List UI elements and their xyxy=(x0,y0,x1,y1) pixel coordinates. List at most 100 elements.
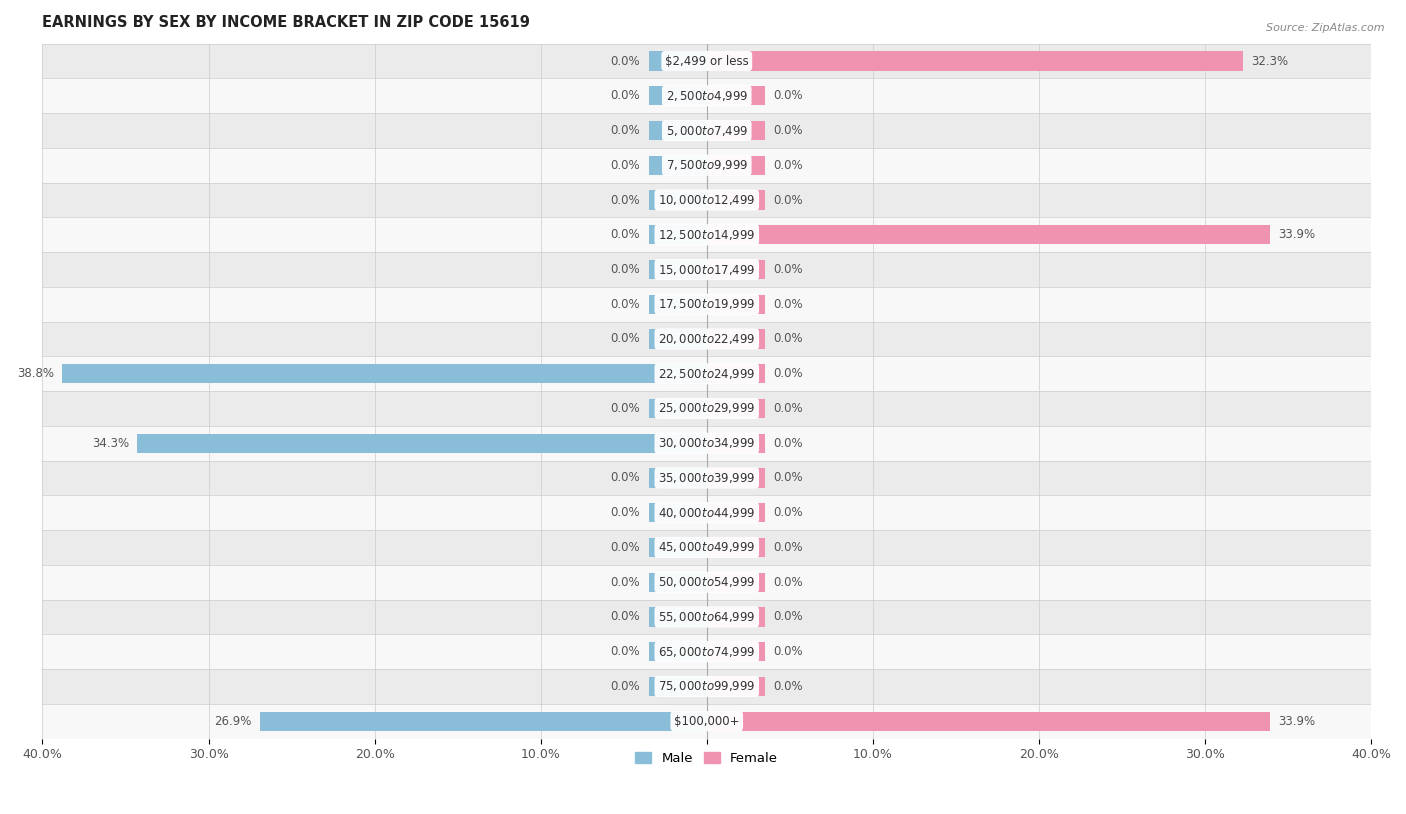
Bar xyxy=(42,704,1371,738)
Legend: Male, Female: Male, Female xyxy=(630,746,783,770)
Text: 0.0%: 0.0% xyxy=(773,263,803,276)
Text: $7,500 to $9,999: $7,500 to $9,999 xyxy=(665,158,748,173)
Text: 0.0%: 0.0% xyxy=(610,646,640,659)
Text: 0.0%: 0.0% xyxy=(773,90,803,103)
Text: 33.9%: 33.9% xyxy=(1278,228,1315,241)
Bar xyxy=(648,607,707,627)
Bar xyxy=(138,434,707,453)
Bar xyxy=(707,364,765,383)
Text: $35,000 to $39,999: $35,000 to $39,999 xyxy=(658,471,755,485)
Text: $22,500 to $24,999: $22,500 to $24,999 xyxy=(658,367,755,381)
Bar xyxy=(707,190,765,209)
Text: 0.0%: 0.0% xyxy=(610,55,640,68)
Bar xyxy=(707,607,765,627)
Bar xyxy=(707,121,765,140)
Bar xyxy=(42,78,1371,113)
Text: 0.0%: 0.0% xyxy=(773,159,803,172)
Text: $40,000 to $44,999: $40,000 to $44,999 xyxy=(658,505,755,519)
Bar xyxy=(648,86,707,105)
Text: 0.0%: 0.0% xyxy=(773,194,803,207)
Bar xyxy=(648,642,707,661)
Text: 0.0%: 0.0% xyxy=(610,680,640,693)
Text: 0.0%: 0.0% xyxy=(610,575,640,589)
Text: 0.0%: 0.0% xyxy=(773,367,803,380)
Text: 0.0%: 0.0% xyxy=(610,541,640,554)
Bar xyxy=(42,496,1371,530)
Text: 0.0%: 0.0% xyxy=(773,506,803,519)
Bar xyxy=(62,364,707,383)
Text: $15,000 to $17,499: $15,000 to $17,499 xyxy=(658,262,755,277)
Text: 0.0%: 0.0% xyxy=(610,471,640,484)
Bar xyxy=(42,530,1371,565)
Text: 0.0%: 0.0% xyxy=(610,90,640,103)
Bar xyxy=(707,677,765,696)
Bar xyxy=(42,182,1371,217)
Bar xyxy=(42,634,1371,669)
Bar xyxy=(42,426,1371,461)
Bar xyxy=(648,225,707,244)
Bar xyxy=(707,225,1270,244)
Bar xyxy=(648,399,707,418)
Text: 26.9%: 26.9% xyxy=(214,715,252,728)
Bar xyxy=(42,669,1371,704)
Text: $2,500 to $4,999: $2,500 to $4,999 xyxy=(665,89,748,103)
Text: $30,000 to $34,999: $30,000 to $34,999 xyxy=(658,436,755,450)
Text: 0.0%: 0.0% xyxy=(610,194,640,207)
Text: 0.0%: 0.0% xyxy=(773,402,803,415)
Text: 0.0%: 0.0% xyxy=(773,575,803,589)
Bar xyxy=(648,155,707,175)
Text: 33.9%: 33.9% xyxy=(1278,715,1315,728)
Bar xyxy=(648,503,707,523)
Bar xyxy=(42,600,1371,634)
Bar xyxy=(648,573,707,592)
Bar xyxy=(707,642,765,661)
Bar xyxy=(42,287,1371,322)
Bar xyxy=(648,677,707,696)
Text: $12,500 to $14,999: $12,500 to $14,999 xyxy=(658,228,755,242)
Bar xyxy=(707,155,765,175)
Text: 0.0%: 0.0% xyxy=(773,610,803,624)
Text: EARNINGS BY SEX BY INCOME BRACKET IN ZIP CODE 15619: EARNINGS BY SEX BY INCOME BRACKET IN ZIP… xyxy=(42,15,530,30)
Text: 0.0%: 0.0% xyxy=(773,471,803,484)
Text: 34.3%: 34.3% xyxy=(91,437,129,449)
Bar xyxy=(707,399,765,418)
Bar xyxy=(707,86,765,105)
Text: 0.0%: 0.0% xyxy=(610,298,640,311)
Text: 0.0%: 0.0% xyxy=(773,124,803,137)
Bar xyxy=(648,468,707,488)
Bar xyxy=(707,260,765,279)
Text: 32.3%: 32.3% xyxy=(1251,55,1289,68)
Bar xyxy=(707,330,765,348)
Text: 0.0%: 0.0% xyxy=(610,610,640,624)
Bar xyxy=(42,322,1371,357)
Bar xyxy=(707,468,765,488)
Text: 0.0%: 0.0% xyxy=(773,437,803,449)
Text: $75,000 to $99,999: $75,000 to $99,999 xyxy=(658,680,755,694)
Bar xyxy=(648,295,707,314)
Text: 0.0%: 0.0% xyxy=(773,332,803,345)
Bar xyxy=(260,711,707,731)
Text: 0.0%: 0.0% xyxy=(610,124,640,137)
Text: 0.0%: 0.0% xyxy=(610,228,640,241)
Bar xyxy=(707,503,765,523)
Bar xyxy=(42,148,1371,182)
Text: $5,000 to $7,499: $5,000 to $7,499 xyxy=(665,124,748,138)
Bar xyxy=(42,357,1371,391)
Text: 0.0%: 0.0% xyxy=(610,332,640,345)
Text: 0.0%: 0.0% xyxy=(610,506,640,519)
Text: 0.0%: 0.0% xyxy=(773,541,803,554)
Bar xyxy=(707,295,765,314)
Text: 0.0%: 0.0% xyxy=(773,680,803,693)
Bar xyxy=(707,538,765,557)
Text: 0.0%: 0.0% xyxy=(610,263,640,276)
Bar xyxy=(42,44,1371,78)
Text: 0.0%: 0.0% xyxy=(610,402,640,415)
Bar xyxy=(648,538,707,557)
Bar xyxy=(42,217,1371,252)
Bar xyxy=(648,260,707,279)
Bar xyxy=(707,711,1270,731)
Text: Source: ZipAtlas.com: Source: ZipAtlas.com xyxy=(1267,23,1385,33)
Text: $2,499 or less: $2,499 or less xyxy=(665,55,748,68)
Text: $45,000 to $49,999: $45,000 to $49,999 xyxy=(658,540,755,554)
Text: 38.8%: 38.8% xyxy=(17,367,53,380)
